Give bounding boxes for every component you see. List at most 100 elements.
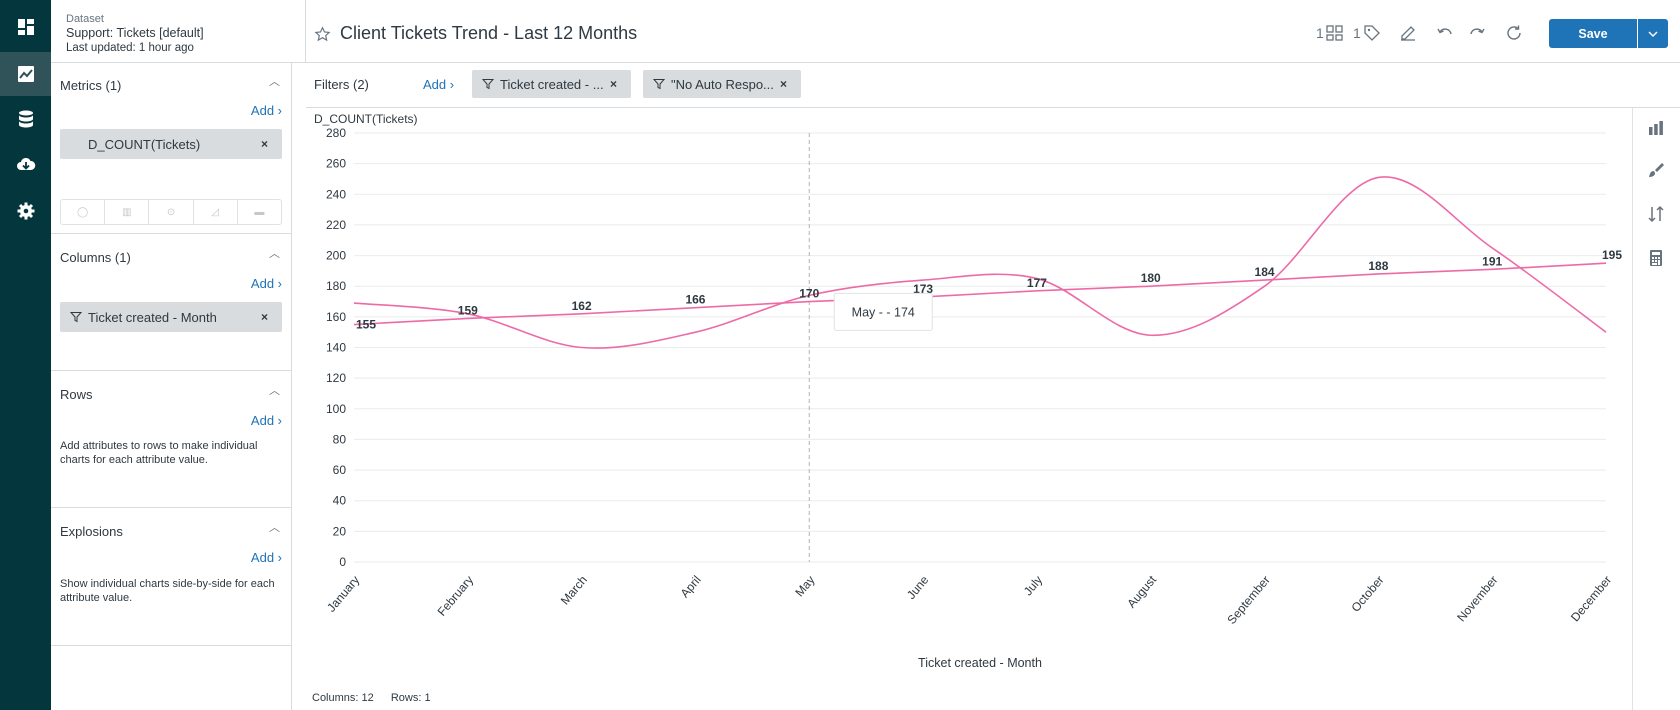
metrics-section: Metrics (1) ︿ Add › D_COUNT(Tickets) × ◯… — [51, 63, 291, 234]
nav-dashboards[interactable] — [0, 5, 51, 49]
explosions-section: Explosions ︿ Add › Show individual chart… — [51, 508, 291, 646]
nav-reports[interactable] — [0, 52, 51, 96]
views-button[interactable]: 1 — [1316, 24, 1344, 42]
column-pill[interactable]: Ticket created - Month × — [60, 302, 282, 332]
top-toolbar: Client Tickets Trend - Last 12 Months 1 … — [306, 0, 1680, 63]
y-tick-label: 100 — [326, 402, 346, 416]
nav-downloads[interactable] — [0, 143, 51, 187]
tooltip-box — [833, 292, 933, 331]
data-label: 184 — [1255, 265, 1275, 279]
close-icon[interactable]: × — [609, 77, 617, 91]
tags-button[interactable]: 1 — [1353, 24, 1381, 42]
y-tick-label: 160 — [326, 310, 346, 324]
metric-pill[interactable]: D_COUNT(Tickets) × — [60, 129, 282, 159]
series-line-curve — [353, 176, 1607, 349]
area-chart-icon[interactable]: ◿ — [194, 200, 238, 224]
chevron-up-icon[interactable]: ︿ — [269, 522, 280, 534]
rows-section: Rows ︿ Add › Add attributes to rows to m… — [51, 371, 291, 508]
page-title: Client Tickets Trend - Last 12 Months — [340, 23, 638, 43]
bar-chart-icon[interactable] — [1647, 119, 1665, 137]
columns-section: Columns (1) ︿ Add › Ticket created - Mon… — [51, 234, 291, 371]
edit-button[interactable] — [1399, 24, 1417, 42]
y-tick-label: 240 — [326, 187, 346, 201]
comment-icon[interactable]: ▬ — [254, 206, 265, 218]
explosions-add-link[interactable]: Add › — [250, 550, 282, 565]
metrics-add-link[interactable]: Add › — [250, 103, 282, 118]
metrics-title: Metrics (1) — [60, 78, 122, 93]
y-tick-label: 280 — [326, 126, 346, 140]
filter-bar: Filters (2) Add › Ticket created - ... ×… — [306, 63, 1680, 108]
dataset-updated: Last updated: 1 hour ago — [66, 42, 194, 54]
data-label: 162 — [572, 299, 592, 313]
rows-help: Add attributes to rows to make individua… — [60, 440, 258, 466]
close-icon[interactable]: × — [260, 137, 268, 151]
data-label: 188 — [1368, 259, 1388, 273]
signal-icon[interactable]: ⊙ — [149, 200, 194, 224]
x-tick-label: November — [1454, 573, 1500, 624]
filter-pill[interactable]: "No Auto Respo... × — [643, 70, 801, 98]
data-label: 191 — [1482, 254, 1502, 268]
star-icon[interactable] — [314, 26, 331, 43]
columns-icon[interactable]: ▥ — [105, 200, 150, 224]
columns-add-link[interactable]: Add › — [250, 276, 282, 291]
y-tick-label: 0 — [339, 555, 346, 569]
chart-icon — [17, 66, 34, 82]
right-toolbar — [1632, 108, 1680, 710]
x-tick-label: December — [1568, 573, 1614, 624]
filters-add-link[interactable]: Add › — [423, 77, 455, 92]
series-line-trend — [353, 262, 1607, 326]
nav-settings[interactable] — [0, 189, 51, 233]
data-label: 159 — [458, 303, 478, 317]
rows-title: Rows — [60, 387, 93, 402]
save-button[interactable]: Save — [1549, 19, 1637, 48]
rows-add-link[interactable]: Add › — [250, 413, 282, 428]
brush-icon[interactable] — [1647, 161, 1665, 179]
sort-icon[interactable] — [1647, 205, 1665, 223]
explosions-help: Show individual charts side-by-side for … — [60, 578, 275, 604]
metric-viz-options: ◯ ▥ ⊙ ◿ ▬ — [60, 199, 282, 225]
result-summary: Columns: 12 Rows: 1 — [312, 692, 445, 704]
nav-datasets[interactable] — [0, 97, 51, 141]
filter-icon — [70, 312, 82, 323]
x-tick-label: August — [1124, 572, 1159, 610]
column-pill-label: Ticket created - Month — [88, 309, 217, 325]
y-tick-label: 40 — [333, 494, 347, 508]
line-chart[interactable]: D_COUNT(Tickets) 0 20 40 60 80 100 120 140 160 180… — [306, 108, 1632, 678]
database-icon — [18, 110, 33, 128]
refresh-icon — [1507, 25, 1521, 40]
filter-icon — [482, 79, 494, 90]
save-options-button[interactable] — [1638, 19, 1668, 48]
y-tick-label: 200 — [326, 249, 346, 263]
chevron-up-icon[interactable]: ︿ — [269, 76, 280, 88]
chart-area[interactable]: D_COUNT(Tickets) 0 20 40 60 80 100 120 140 160 180… — [306, 108, 1632, 678]
filter-pill[interactable]: Ticket created - ... × — [472, 70, 631, 98]
close-icon[interactable]: × — [260, 310, 268, 324]
download-icon — [16, 157, 35, 170]
close-icon[interactable]: × — [779, 77, 787, 91]
redo-button[interactable] — [1468, 24, 1486, 42]
y-tick-label: 180 — [326, 279, 346, 293]
metric-pill-label: D_COUNT(Tickets) — [88, 136, 201, 152]
dataset-label: Dataset — [66, 13, 104, 25]
calculator-icon[interactable] — [1647, 249, 1665, 267]
tags-count: 1 — [1353, 25, 1361, 41]
dashboard-icon — [17, 19, 34, 35]
dataset-header[interactable]: Dataset Support: Tickets [default] Last … — [51, 0, 306, 63]
x-tick-label: September — [1224, 573, 1272, 627]
x-tick-label: January — [324, 573, 362, 615]
edit-icon — [1401, 26, 1415, 41]
y-tick-label: 20 — [333, 524, 347, 538]
chevron-up-icon[interactable]: ︿ — [269, 385, 280, 397]
redo-icon — [1470, 28, 1485, 35]
y-tick-label: 60 — [333, 463, 347, 477]
chevron-up-icon[interactable]: ︿ — [269, 248, 280, 260]
undo-icon — [1437, 28, 1452, 35]
undo-button[interactable] — [1436, 24, 1454, 42]
data-label: 173 — [913, 282, 933, 296]
x-tick-label: May — [792, 573, 817, 599]
x-tick-label: July — [1021, 573, 1045, 598]
refresh-button[interactable] — [1505, 24, 1523, 42]
data-label: 177 — [1027, 276, 1047, 290]
x-tick-label: June — [904, 573, 932, 602]
color-drop-icon[interactable]: ◯ — [61, 200, 106, 224]
